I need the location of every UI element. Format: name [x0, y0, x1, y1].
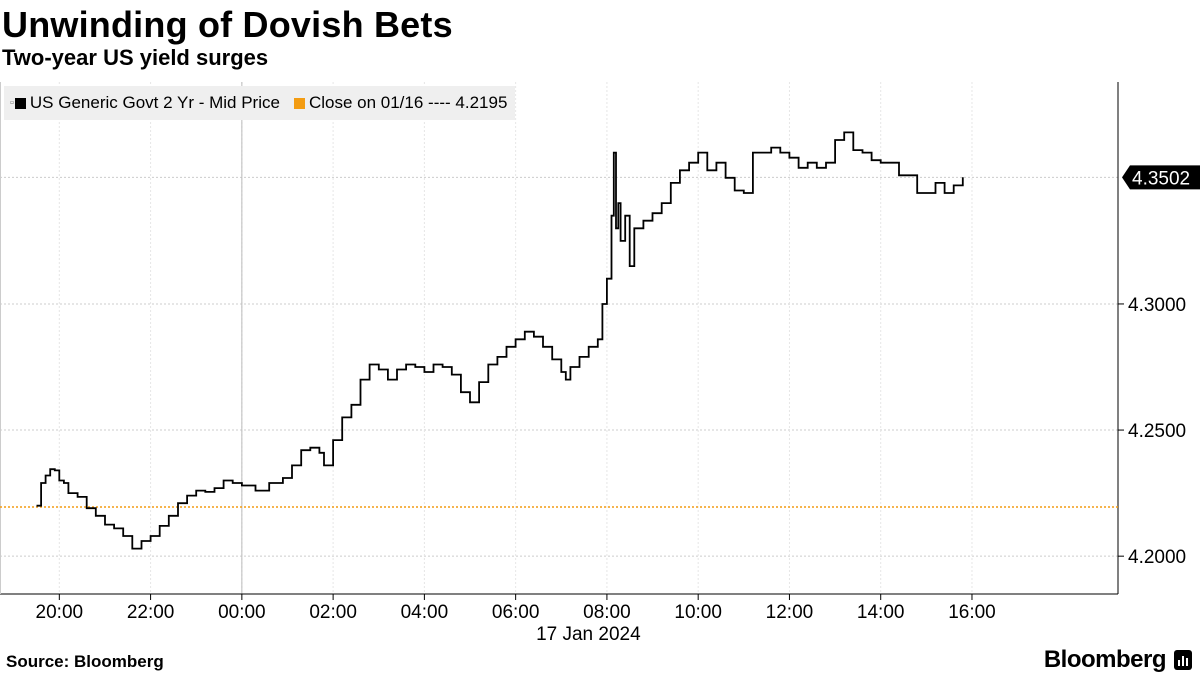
bloomberg-terminal-icon [1174, 650, 1192, 670]
series-line-2yr-yield [36, 131, 964, 550]
x-tick-label: 04:00 [401, 602, 449, 623]
y-tick-label: 4.2000 [1128, 547, 1186, 568]
x-tick-label: 02:00 [309, 602, 357, 623]
legend-item-reference[interactable]: Close on 01/16 ---- 4.2195 [293, 93, 508, 113]
x-tick-label: 12:00 [766, 602, 814, 623]
x-tick-label: 14:00 [857, 602, 905, 623]
x-tick-label: 10:00 [674, 602, 722, 623]
x-tick-label: 16:00 [948, 602, 996, 623]
legend-swatch-reference [293, 97, 305, 109]
y-tick-label: 4.2500 [1128, 421, 1186, 442]
axes [0, 82, 1124, 600]
x-tick-label: 20:00 [36, 602, 84, 623]
legend-toggle-icon: ▫ [10, 97, 14, 109]
x-tick-label: 00:00 [218, 602, 266, 623]
last-value-badge [1122, 165, 1200, 190]
chart-subtitle: Two-year US yield surges [2, 45, 269, 70]
x-tick-label: 22:00 [127, 602, 175, 623]
series-layer [36, 131, 964, 550]
legend-item-series[interactable]: ▫ US Generic Govt 2 Yr - Mid Price [10, 93, 280, 113]
date-label: 17 Jan 2024 [536, 624, 641, 645]
legend-label-reference: Close on 01/16 ---- 4.2195 [308, 93, 508, 112]
source-note: Source: Bloomberg [6, 652, 164, 671]
tick-labels: 4.2000 4.2500 4.3000 20:00 22:00 00:00 02:00 04… [36, 165, 1200, 645]
grid [0, 82, 1118, 594]
y-tick-label: 4.3000 [1128, 295, 1186, 316]
x-tick-label: 08:00 [583, 602, 631, 623]
legend: ▫ US Generic Govt 2 Yr - Mid Price Close… [4, 86, 516, 120]
legend-swatch-series [14, 97, 26, 109]
chart-title: Unwinding of Dovish Bets [2, 4, 453, 45]
legend-label-series: US Generic Govt 2 Yr - Mid Price [29, 93, 280, 112]
brand-logo: Bloomberg [1043, 646, 1167, 673]
last-value-label: 4.3502 [1132, 168, 1190, 189]
x-tick-label: 06:00 [492, 602, 540, 623]
